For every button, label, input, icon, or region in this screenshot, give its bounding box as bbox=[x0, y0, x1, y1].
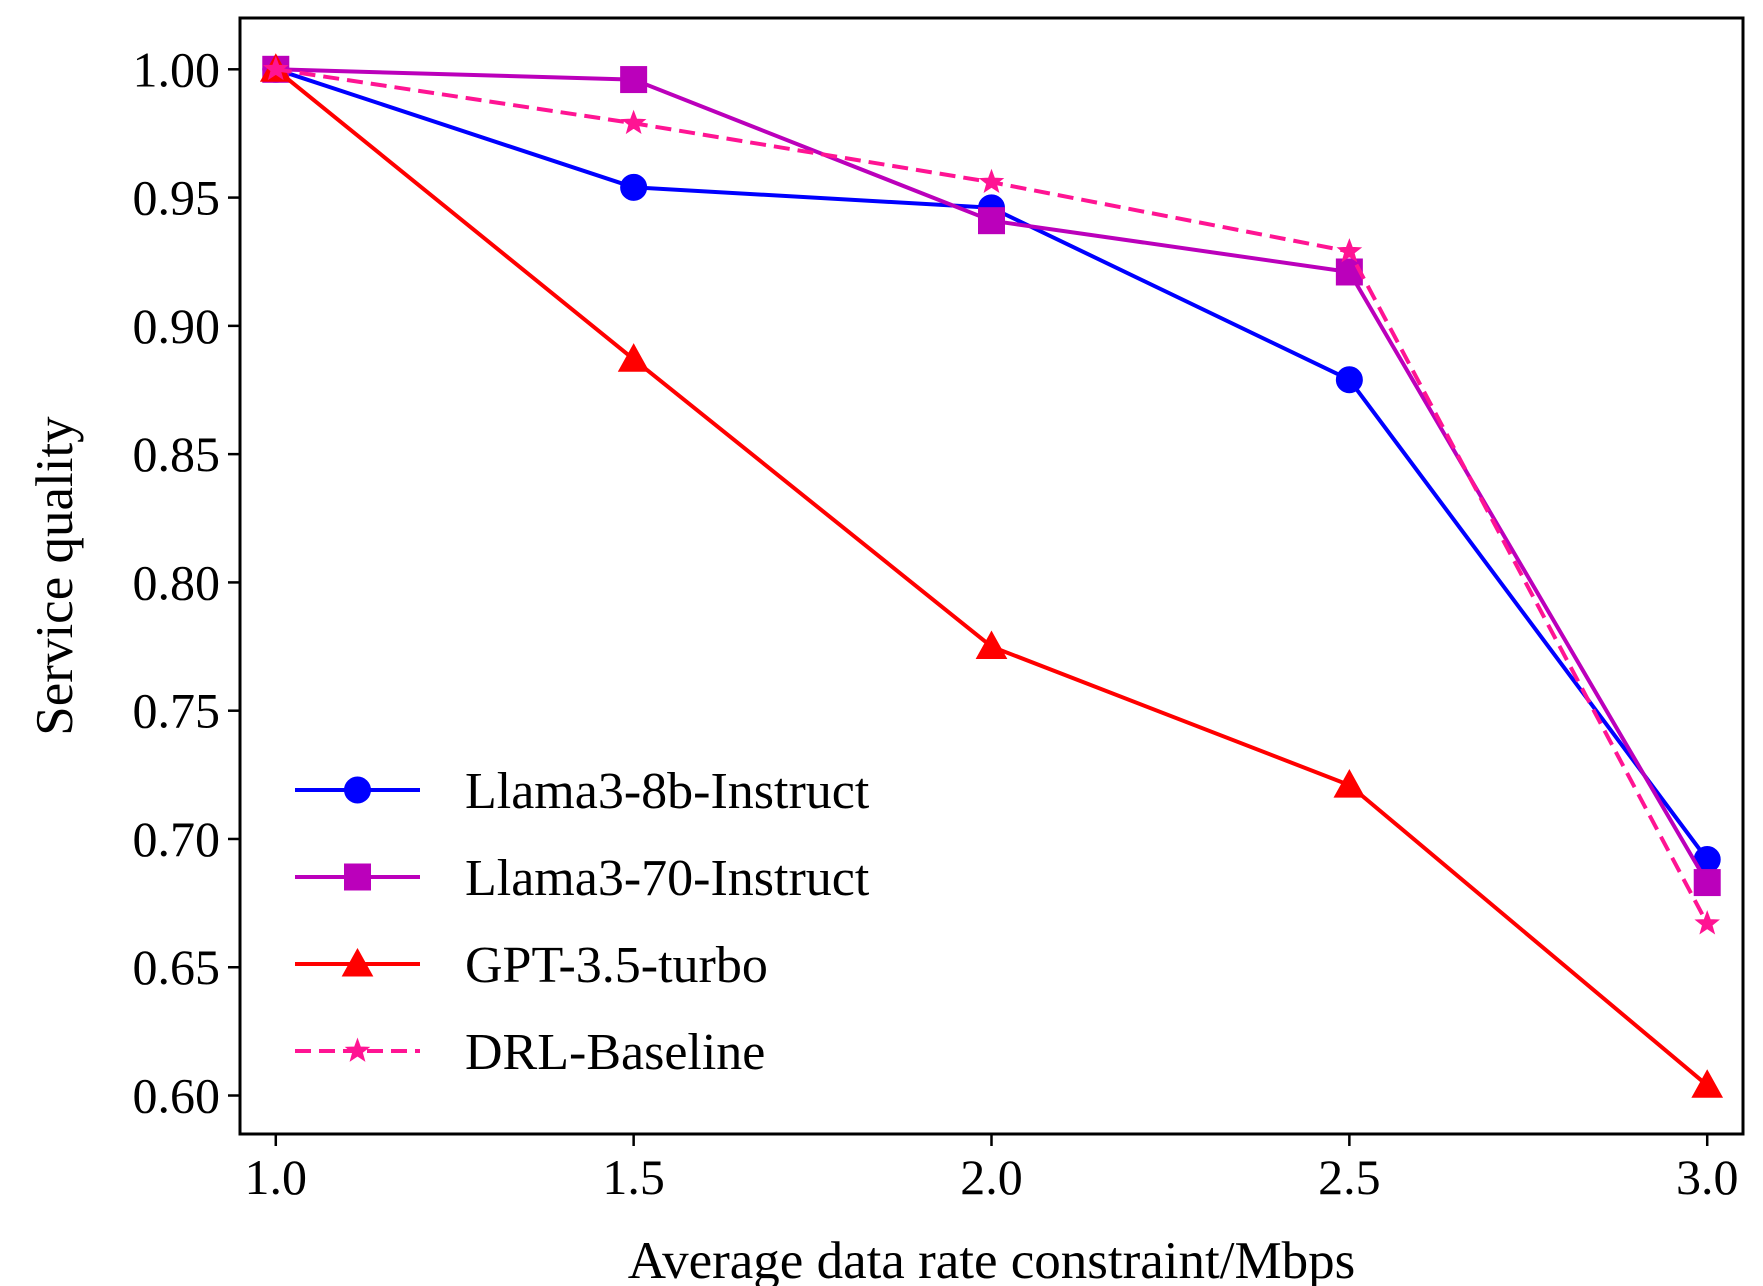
y-tick-label: 0.90 bbox=[133, 298, 221, 354]
y-tick-label: 1.00 bbox=[133, 41, 221, 97]
plot-marks bbox=[259, 53, 1724, 1098]
legend-marker bbox=[341, 947, 374, 977]
y-tick-label: 0.85 bbox=[133, 426, 221, 482]
data-point bbox=[620, 109, 647, 135]
data-point bbox=[1335, 366, 1363, 394]
x-tick-label: 1.5 bbox=[602, 1149, 665, 1205]
data-point bbox=[1336, 238, 1363, 263]
legend-label: Llama3-8b-Instruct bbox=[465, 763, 870, 820]
data-point bbox=[263, 55, 289, 81]
legend: Llama3-8b-Instruct Llama3-70-Instruct GPT-… bbox=[295, 763, 870, 1081]
legend-entry: Llama3-8b-Instruct bbox=[295, 763, 870, 820]
legend-entry: Llama3-70-Instruct bbox=[295, 850, 870, 907]
y-tick-label: 0.95 bbox=[133, 170, 221, 226]
y-tick-label: 0.80 bbox=[133, 554, 221, 610]
y-axis-label: Service quality bbox=[26, 416, 84, 736]
data-point bbox=[1694, 910, 1720, 935]
legend-marker bbox=[344, 1037, 371, 1062]
series-3 bbox=[263, 55, 1720, 935]
legend-marker bbox=[344, 776, 371, 804]
data-point bbox=[1693, 869, 1721, 897]
legend-marker bbox=[344, 863, 371, 891]
series-line bbox=[275, 67, 1709, 861]
data-point bbox=[620, 66, 648, 94]
series-line bbox=[275, 67, 1709, 884]
legend-label: Llama3-70-Instruct bbox=[465, 850, 870, 907]
x-axis-label: Average data rate constraint/Mbps bbox=[628, 1232, 1355, 1286]
data-point bbox=[978, 207, 1005, 235]
legend-label: DRL-Baseline bbox=[465, 1024, 765, 1081]
legend-entry: GPT-3.5-turbo bbox=[295, 937, 768, 994]
data-point bbox=[1333, 769, 1366, 798]
data-point bbox=[617, 343, 650, 372]
y-tick-label: 0.75 bbox=[133, 683, 221, 739]
legend-entry: DRL-Baseline bbox=[295, 1024, 765, 1081]
axis-ticks: 1.0 1.5 2.0 2.5 3.0 0.60 0.65 0.70 0.75 0.80 0.85 0… bbox=[133, 41, 1739, 1205]
data-point bbox=[620, 173, 648, 201]
y-tick-label: 0.70 bbox=[133, 811, 221, 867]
y-tick-label: 0.60 bbox=[133, 1068, 221, 1124]
x-tick-label: 2.0 bbox=[960, 1149, 1023, 1205]
data-point bbox=[1691, 1069, 1724, 1098]
x-tick-label: 3.0 bbox=[1676, 1149, 1739, 1205]
y-tick-label: 0.65 bbox=[133, 939, 221, 995]
x-tick-label: 2.5 bbox=[1318, 1149, 1381, 1205]
data-point bbox=[975, 630, 1008, 660]
x-tick-label: 1.0 bbox=[245, 1149, 308, 1205]
data-point bbox=[978, 168, 1005, 194]
legend-label: GPT-3.5-turbo bbox=[465, 937, 768, 994]
